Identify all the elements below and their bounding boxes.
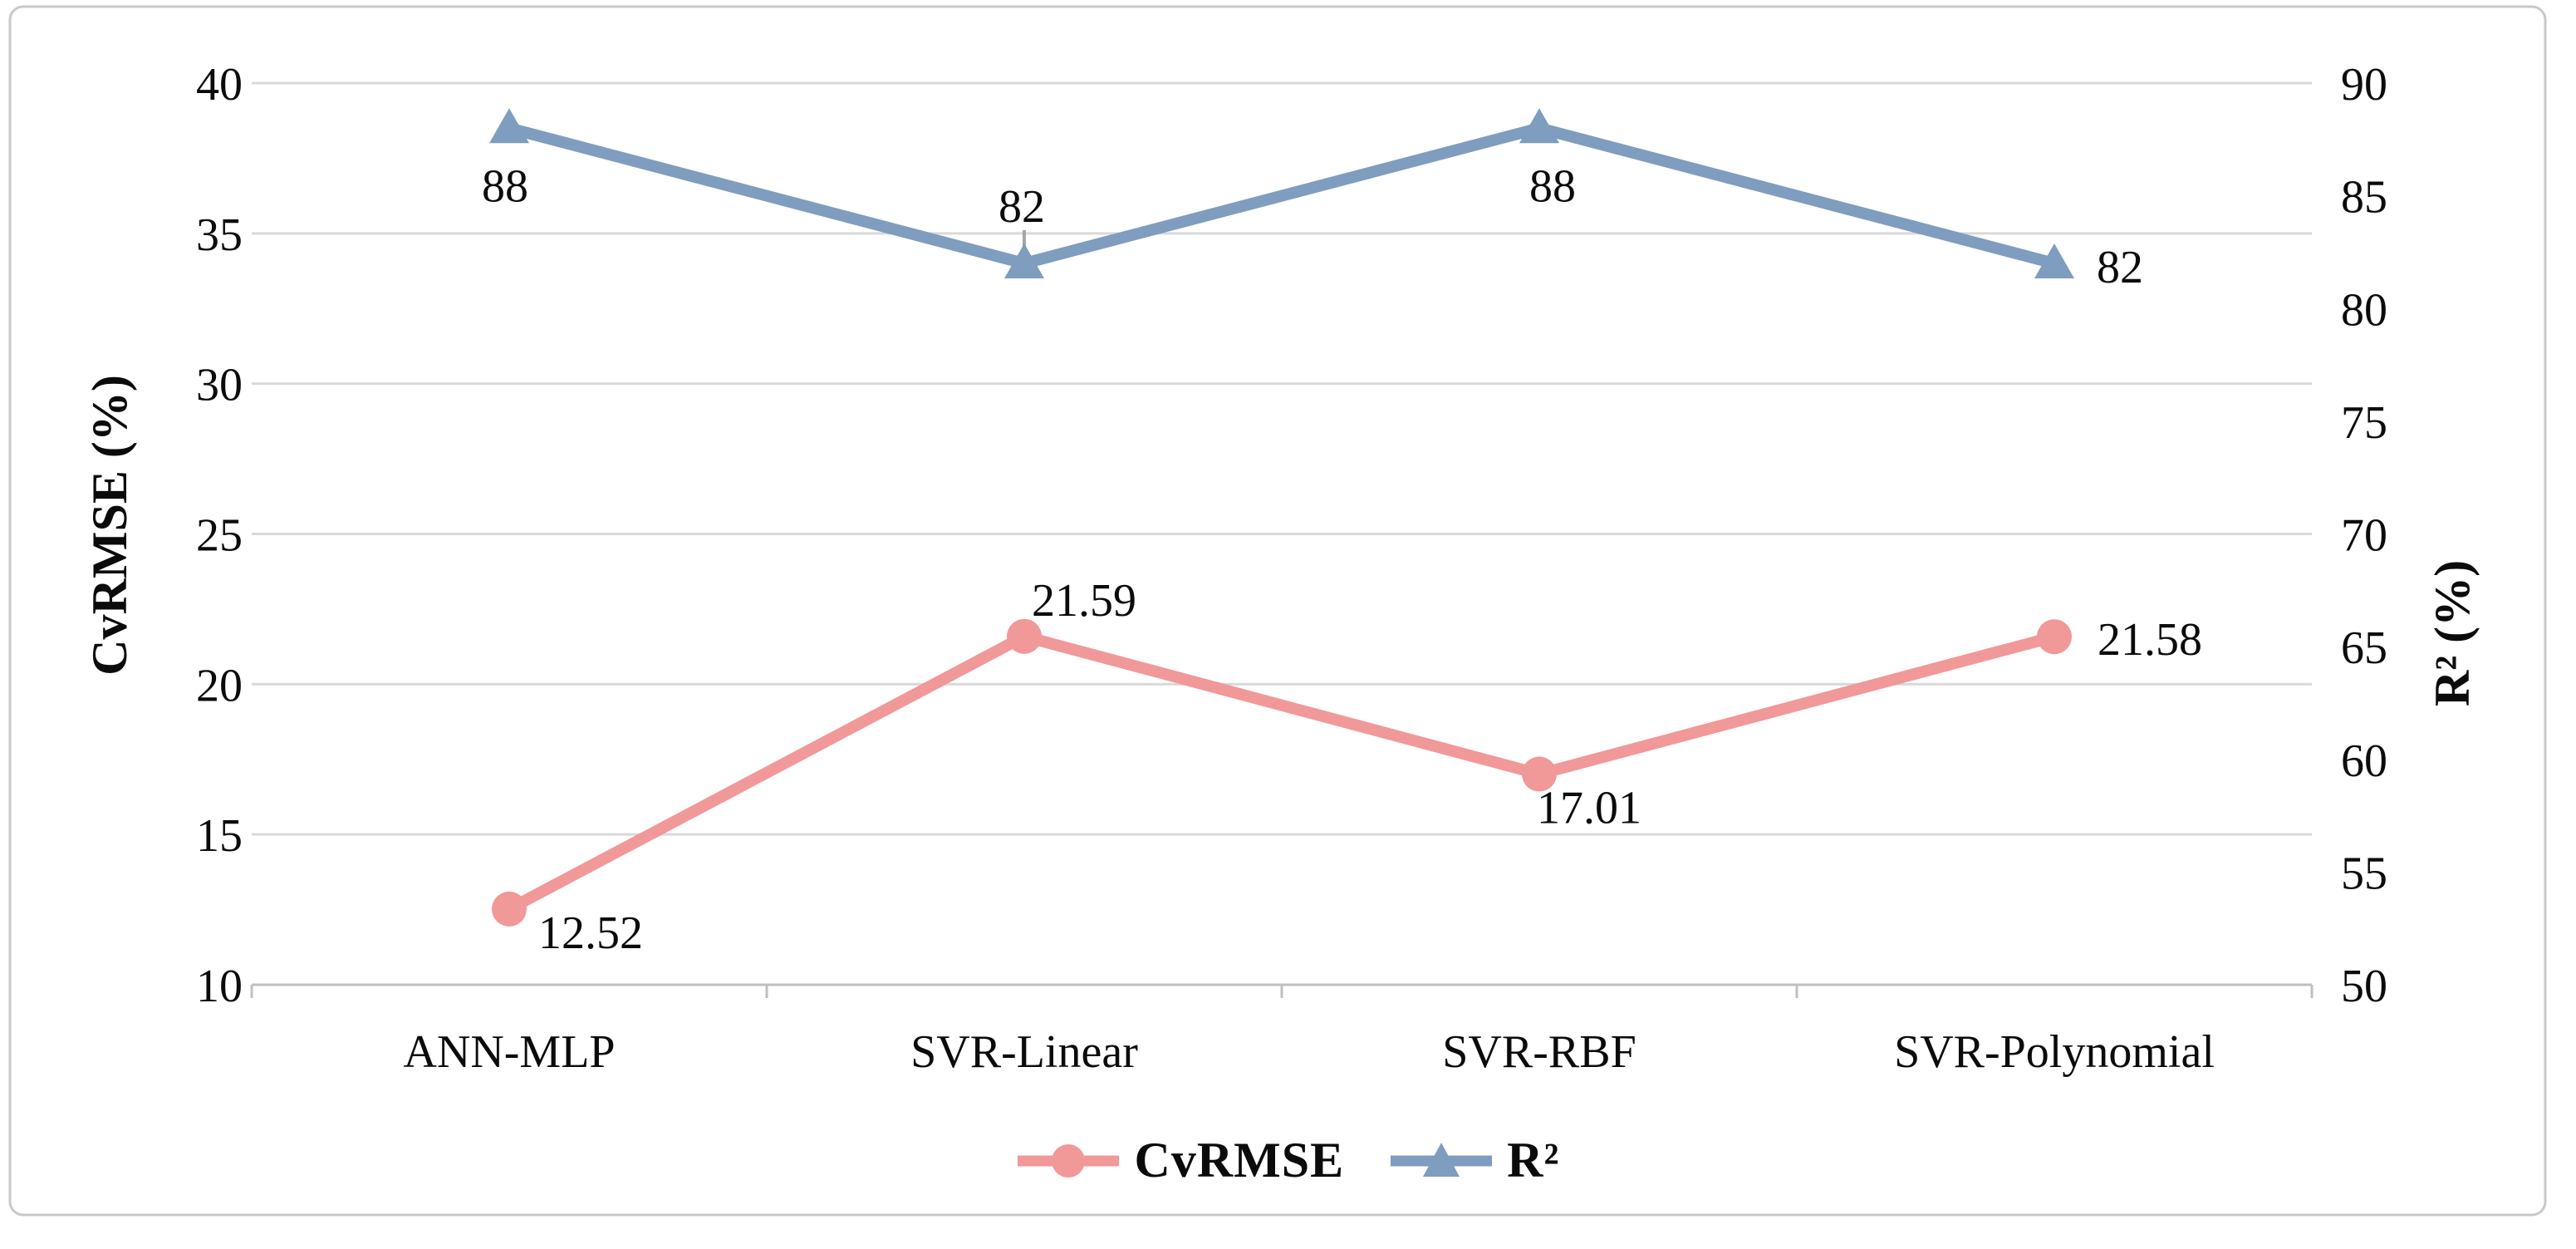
left-axis-title: CvRMSE (%) [82, 375, 137, 676]
right-axis-tick-label: 50 [2341, 961, 2387, 1012]
left-axis-tick-label: 20 [196, 660, 243, 711]
cvrmse-data-label: 12.52 [538, 907, 643, 959]
cvrmse-marker [1522, 756, 1557, 792]
right-axis-tick-label: 80 [2341, 284, 2387, 336]
right-axis-tick-label: 55 [2341, 848, 2387, 899]
left-axis-tick-label: 35 [196, 209, 243, 261]
figure-border [8, 5, 2547, 1217]
left-axis-tick-label: 30 [196, 360, 243, 411]
left-axis-tick-label: 15 [196, 810, 243, 862]
cvrmse-data-label: 21.58 [2098, 614, 2202, 666]
cvrmse-line [503, 630, 2060, 915]
right-axis-tick-label: 90 [2341, 59, 2387, 111]
r2-marker [1519, 108, 1559, 144]
left-axis-tick-label: 10 [196, 961, 243, 1012]
r2-line [503, 122, 2060, 269]
cvrmse-data-label: 17.01 [1537, 782, 1641, 833]
r2-marker [2034, 243, 2074, 278]
cvrmse-marker [2037, 619, 2072, 655]
right-axis-tick-label: 85 [2341, 172, 2387, 224]
cvrmse-marker [492, 891, 527, 927]
right-axis-tick-label: 75 [2341, 397, 2387, 449]
left-axis-tick-label: 40 [196, 59, 243, 111]
r2-marker [489, 108, 529, 144]
cvrmse-marker [1007, 618, 1042, 654]
x-axis-category-label: SVR-RBF [1442, 1026, 1636, 1078]
r2-data-label: 88 [1529, 160, 1576, 212]
x-axis-category-label: SVR-Linear [910, 1026, 1138, 1078]
cvrmse-data-label: 21.59 [1032, 575, 1136, 627]
r2-marker [1004, 243, 1044, 278]
x-axis-category-label: SVR-Polynomial [1894, 1026, 2215, 1078]
right-axis-tick-label: 60 [2341, 735, 2387, 787]
left-axis-tick-label: 25 [196, 510, 243, 562]
r2-data-label: 82 [2097, 242, 2143, 293]
right-axis-tick-label: 65 [2341, 622, 2387, 674]
r2-data-label: 82 [999, 181, 1045, 233]
x-axis-category-label: ANN-MLP [403, 1026, 615, 1078]
right-axis-title: R² (%) [2425, 560, 2480, 706]
r2-data-label: 88 [482, 160, 528, 212]
right-axis-tick-label: 70 [2341, 510, 2387, 562]
